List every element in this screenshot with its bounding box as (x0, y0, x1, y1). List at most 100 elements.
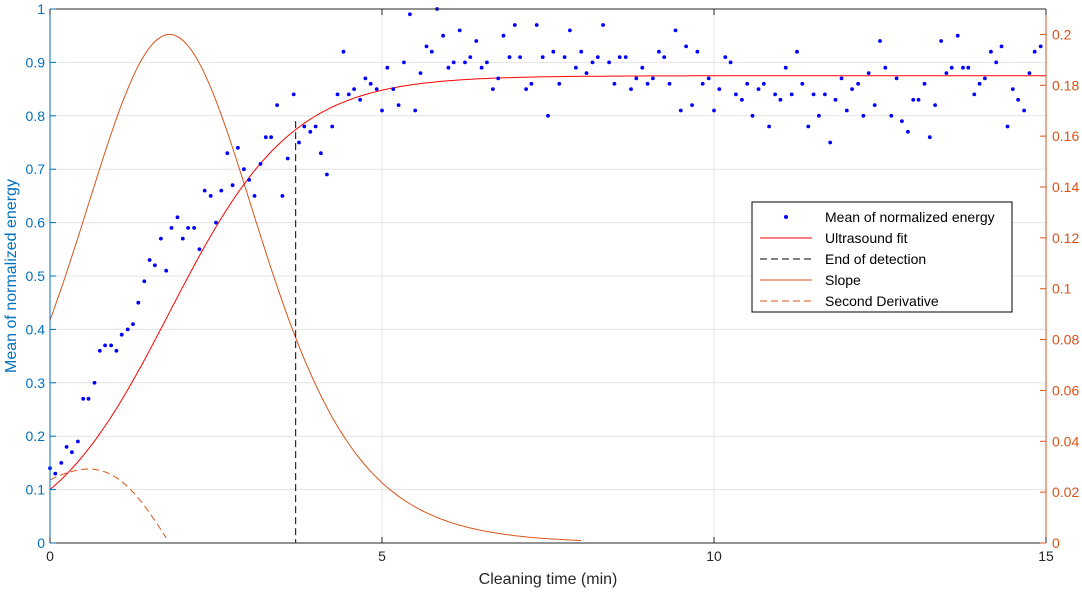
data-point (911, 97, 916, 102)
data-point (225, 151, 230, 156)
data-point (468, 55, 473, 59)
data-point (507, 55, 512, 59)
legend-label: Ultrasound fit (825, 230, 908, 246)
data-point (186, 226, 191, 230)
data-point (70, 450, 74, 455)
data-point (690, 103, 694, 107)
data-point (966, 65, 971, 70)
data-point (806, 124, 811, 129)
data-point (612, 81, 617, 86)
data-point (939, 39, 943, 43)
y-right-tick-label: 0.04 (1052, 433, 1079, 449)
data-point (180, 236, 185, 241)
data-point (1038, 44, 1043, 49)
data-point (346, 92, 351, 97)
data-point (81, 396, 86, 401)
data-point (795, 49, 799, 54)
data-point (114, 348, 119, 353)
data-point (961, 65, 965, 70)
y-right-tick-label: 0.02 (1052, 484, 1079, 500)
data-point (883, 65, 888, 70)
data-point (330, 124, 335, 129)
data-point (341, 49, 346, 54)
data-point (601, 23, 605, 27)
data-point (944, 71, 949, 75)
data-point (712, 108, 716, 113)
data-point (518, 55, 522, 59)
y-right-tick-label: 0.14 (1052, 179, 1079, 195)
data-point (595, 55, 600, 59)
data-point (280, 194, 285, 198)
data-point (828, 140, 833, 145)
data-point (994, 60, 999, 65)
data-point (164, 268, 169, 273)
data-point (878, 39, 882, 43)
data-point (291, 92, 296, 97)
data-point (811, 92, 816, 97)
data-point (700, 81, 705, 86)
data-point (496, 76, 501, 81)
y-left-tick-label: 0.4 (26, 321, 46, 337)
data-point (750, 113, 755, 118)
x-axis-label: Cleaning time (min) (479, 571, 618, 588)
data-point (706, 76, 711, 81)
data-point (197, 247, 202, 252)
data-point (800, 81, 805, 86)
legend: Mean of normalized energy Ultrasound fit E… (751, 201, 1013, 313)
data-point (607, 60, 611, 65)
data-point (485, 60, 489, 65)
data-point (629, 87, 633, 91)
data-point (906, 129, 910, 134)
data-point (380, 108, 384, 113)
data-point (413, 108, 418, 113)
data-point (723, 55, 728, 59)
legend-label: End of detection (825, 251, 926, 267)
data-point (933, 103, 937, 107)
data-point (451, 60, 456, 65)
y-right-tick-label: 0.18 (1052, 77, 1079, 93)
data-point (833, 97, 838, 102)
data-point (645, 81, 650, 86)
y-left-tick-label: 0.6 (26, 215, 46, 231)
data-point (817, 113, 821, 118)
data-point (192, 226, 197, 230)
data-point (546, 113, 550, 118)
data-point (258, 162, 263, 166)
data-point (767, 124, 771, 129)
data-point (949, 65, 954, 70)
data-point (568, 28, 572, 33)
data-point (1032, 49, 1037, 54)
data-point (385, 65, 390, 70)
data-point (972, 92, 977, 97)
x-tick-label: 15 (1038, 548, 1054, 564)
data-point (242, 167, 246, 172)
data-point (640, 65, 645, 70)
data-point (761, 81, 766, 86)
y-right-tick-label: 0.06 (1052, 382, 1079, 398)
data-point (169, 226, 174, 230)
data-point (728, 60, 733, 65)
data-point (408, 12, 412, 17)
data-point (756, 87, 761, 91)
data-point (872, 103, 877, 107)
data-point (368, 81, 373, 86)
y-right-tick-label: 0.12 (1052, 230, 1079, 246)
data-point (402, 60, 406, 65)
data-point (103, 343, 107, 348)
data-point (119, 332, 124, 337)
data-point (263, 135, 268, 140)
data-point (214, 220, 218, 225)
data-point (667, 81, 672, 86)
y-left-tick-label: 0.5 (26, 268, 46, 284)
data-point (850, 87, 854, 91)
y-left-tick-label: 0 (37, 535, 45, 551)
legend-label: Second Derivative (825, 293, 939, 309)
y-left-tick-label: 0.2 (26, 428, 46, 444)
slope-line (49, 33, 582, 541)
data-point (252, 194, 257, 198)
data-point (695, 49, 700, 54)
data-point (590, 60, 595, 65)
data-point (230, 183, 235, 188)
data-point (955, 33, 960, 38)
